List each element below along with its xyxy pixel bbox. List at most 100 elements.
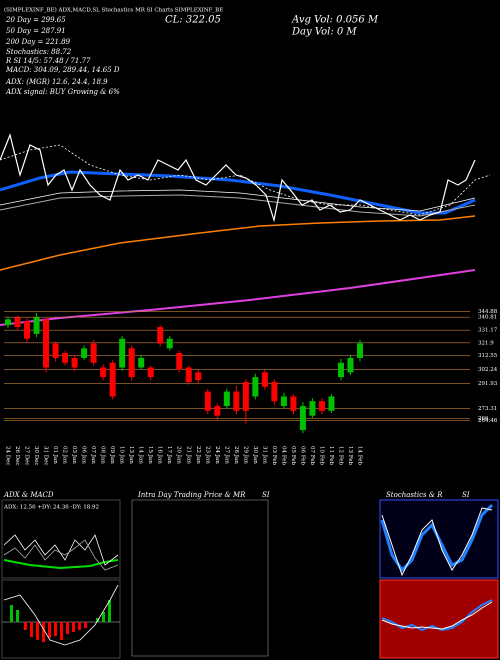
x-tick-label: 06 Jan bbox=[81, 446, 87, 464]
sma200: 200 Day = 221.89 bbox=[5, 38, 71, 46]
rsi: R SI 14/5: 57.48 / 71.77 bbox=[5, 57, 91, 65]
candle-body bbox=[318, 401, 325, 411]
x-tick-label: 01 Jan bbox=[52, 446, 58, 464]
sma-white-thin bbox=[0, 189, 476, 212]
signal-dotted bbox=[0, 144, 491, 216]
macd-hist bbox=[10, 600, 111, 642]
candle-body bbox=[109, 362, 116, 397]
candle-body bbox=[280, 396, 287, 407]
candle-body bbox=[195, 372, 202, 381]
candle-body bbox=[14, 317, 21, 328]
x-tick-label: 28 Jan bbox=[233, 446, 239, 464]
x-tick-label: 24 Dec bbox=[5, 446, 11, 466]
candle-body bbox=[328, 396, 335, 411]
candle-body bbox=[347, 357, 354, 373]
x-tick-label: 13 Jan bbox=[128, 446, 134, 464]
y-tick-label: 302.24 bbox=[478, 367, 498, 373]
candle-body bbox=[52, 343, 59, 358]
y-tick-label: 344.88 bbox=[478, 309, 498, 315]
candle-body bbox=[128, 348, 135, 378]
x-tick-label: 23 Jan bbox=[204, 446, 210, 464]
x-tick-label: 31 Jan bbox=[261, 446, 267, 464]
candle-body bbox=[290, 396, 297, 411]
x-tick-label: 09 Jan bbox=[109, 446, 115, 464]
candle-body bbox=[90, 343, 97, 363]
sma-gray bbox=[0, 194, 476, 217]
y-tick-label: 273.31 bbox=[478, 406, 497, 412]
candle-body bbox=[166, 338, 173, 349]
x-tick-label: 29 Jan bbox=[242, 446, 248, 464]
top-line: (SIMPLEXINF_BE) ADX,MACD,SL Stochastics … bbox=[4, 7, 223, 14]
stoch-white bbox=[381, 507, 493, 577]
y-tick-label: 340.81 bbox=[478, 315, 497, 321]
y-tick-label: 321.9 bbox=[478, 340, 494, 346]
x-tick-label: 15 Jan bbox=[147, 446, 153, 464]
candle-body bbox=[185, 367, 192, 382]
y-tick-label: 266. bbox=[478, 416, 490, 422]
candle-body bbox=[261, 372, 268, 387]
x-tick-label: 30 Dec bbox=[33, 446, 39, 466]
stochastics: Stochastics: 88.72 bbox=[6, 48, 72, 56]
candle-body bbox=[233, 391, 240, 411]
intraday-title: Intra Day Trading Price & MR bbox=[137, 491, 246, 499]
x-tick-label: 27 Dec bbox=[24, 446, 30, 466]
adx: ADX: (MGR) 12.6, 24.4, 18.9 bbox=[5, 78, 108, 86]
day-vol: Day Vol: 0 M bbox=[291, 27, 357, 38]
sma20: 20 Day = 299.65 bbox=[5, 16, 66, 24]
candle-body bbox=[242, 381, 249, 411]
sma-magenta bbox=[0, 269, 476, 326]
candle-body bbox=[271, 381, 278, 402]
x-tick-label: 24 Jan bbox=[214, 446, 220, 464]
y-tick-label: 291.93 bbox=[478, 381, 498, 387]
x-tick-label: 05 Feb bbox=[290, 446, 296, 466]
x-tick-label: 08 Jan bbox=[100, 446, 106, 464]
candle-body bbox=[81, 348, 88, 358]
candle-body bbox=[5, 319, 11, 326]
candle-body bbox=[100, 367, 107, 378]
x-tick-label: 10 Feb bbox=[318, 446, 324, 466]
candle-body bbox=[204, 391, 211, 411]
stoch-si: SI bbox=[462, 491, 470, 499]
x-tick-label: 16 Jan bbox=[157, 446, 163, 464]
candle-body bbox=[299, 406, 306, 431]
adx-title: ADX & MACD bbox=[3, 491, 54, 499]
x-tick-label: 22 Jan bbox=[195, 446, 201, 464]
price-line bbox=[0, 133, 476, 223]
macd-box bbox=[1, 579, 121, 659]
candle-body bbox=[43, 319, 50, 368]
macd-line bbox=[3, 584, 119, 646]
x-tick-label: 07 Jan bbox=[90, 446, 96, 464]
candle-body bbox=[71, 357, 78, 368]
candle-body bbox=[24, 321, 31, 339]
x-tick-label: 27 Jan bbox=[223, 446, 229, 464]
candle-body bbox=[147, 367, 154, 378]
x-tick-label: 14 Feb bbox=[357, 446, 363, 466]
rsi-box bbox=[379, 579, 499, 659]
candle-body bbox=[309, 401, 316, 416]
x-tick-label: 21 Jan bbox=[185, 446, 191, 464]
candle-body bbox=[62, 353, 69, 363]
x-tick-label: 03 Jan bbox=[71, 446, 77, 464]
x-tick-label: 14 Jan bbox=[138, 446, 144, 464]
candle-body bbox=[223, 391, 230, 407]
x-tick-label: 06 Feb bbox=[299, 446, 305, 466]
candle-body bbox=[138, 357, 145, 368]
x-tick-label: 11 Feb bbox=[328, 446, 334, 466]
x-tick-label: 20 Jan bbox=[176, 446, 182, 464]
adx-values: ADX: 12.56 +DY: 24.36 -DY: 18.92 bbox=[3, 505, 99, 511]
candle-body bbox=[337, 362, 344, 378]
dmi-line2 bbox=[3, 539, 119, 571]
x-tick-label: 30 Jan bbox=[252, 446, 258, 464]
y-tick-label: 312.55 bbox=[478, 353, 498, 359]
x-tick-label: 03 Feb bbox=[271, 446, 277, 466]
close: CL: 322.05 bbox=[165, 15, 221, 26]
x-tick-label: 26 Dec bbox=[14, 446, 20, 466]
candle-body bbox=[119, 338, 126, 368]
y-tick-label: 264.46 bbox=[478, 418, 498, 424]
candle-body bbox=[176, 353, 183, 370]
x-tick-label: 12 Feb bbox=[337, 446, 343, 466]
x-tick-label: 10 Jan bbox=[119, 446, 125, 464]
x-tick-label: 04 Feb bbox=[280, 446, 286, 466]
